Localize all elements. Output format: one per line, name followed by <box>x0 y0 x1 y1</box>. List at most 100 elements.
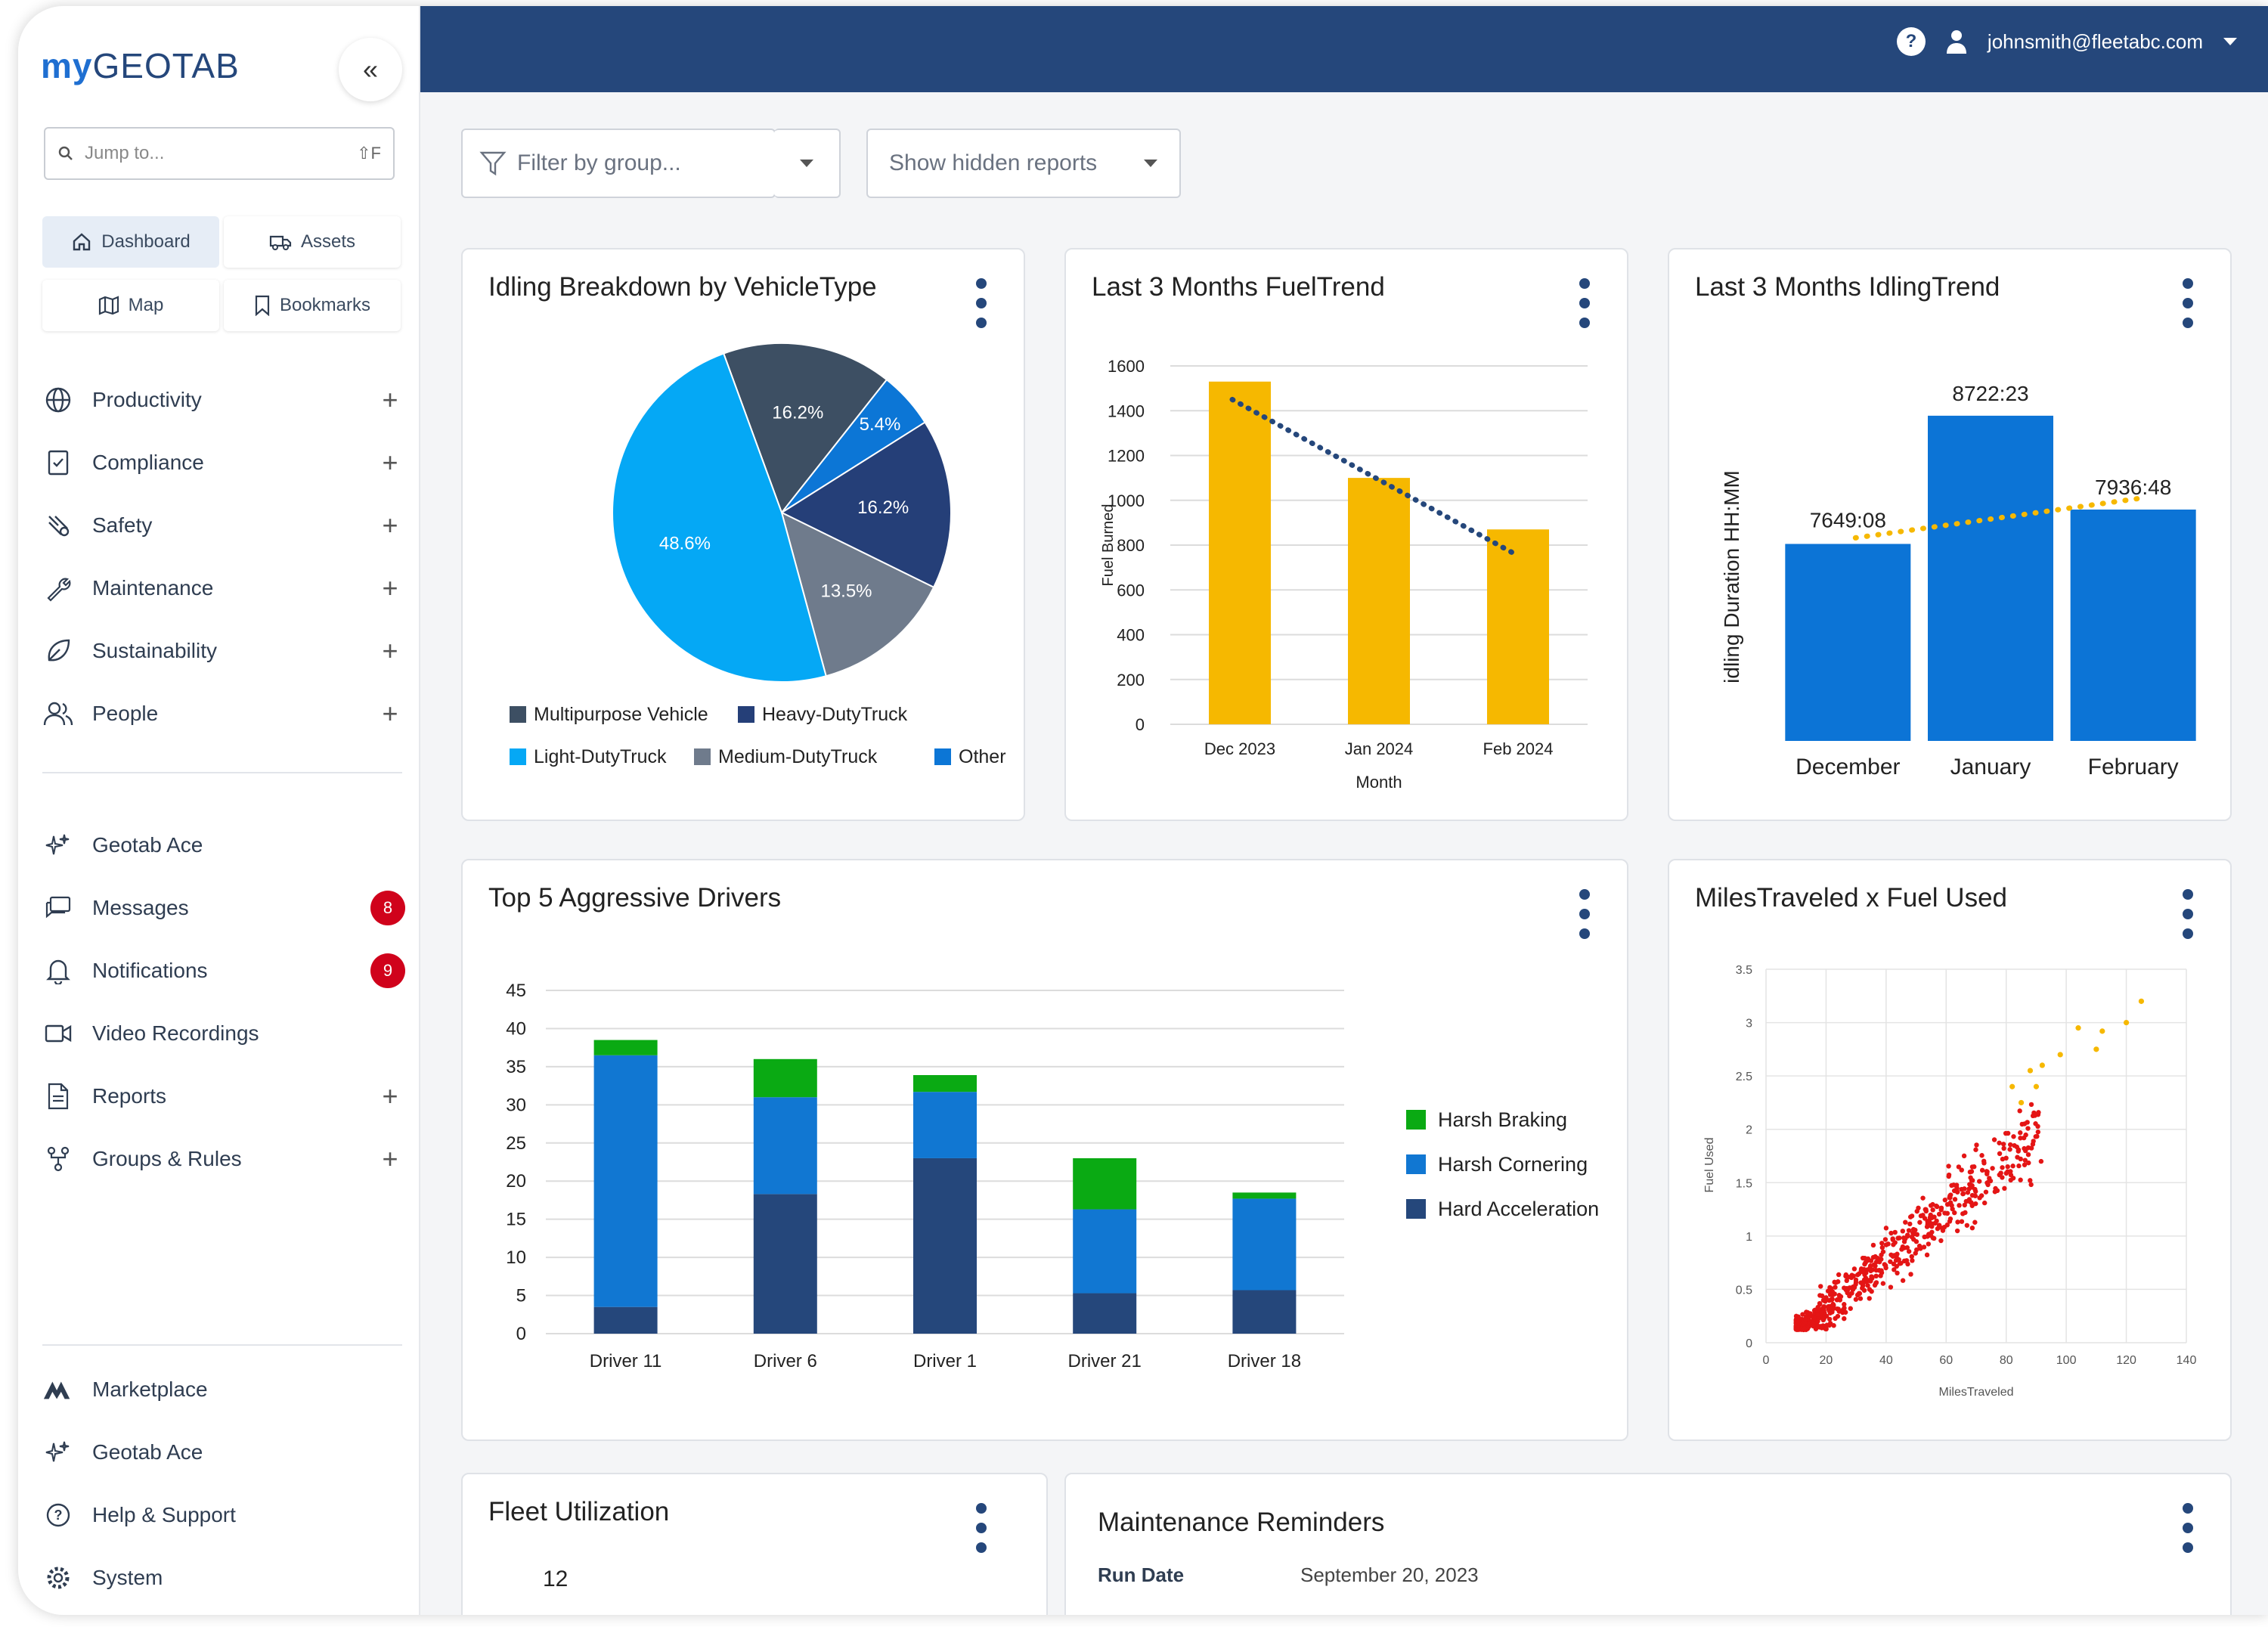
scatter-point <box>2025 1126 2031 1131</box>
scatter-point <box>2005 1130 2011 1136</box>
scatter-point <box>1901 1235 1907 1241</box>
scatter-point <box>1883 1265 1888 1271</box>
expand-icon[interactable]: + <box>382 510 398 541</box>
scatter-point <box>1974 1142 1979 1148</box>
scatter-point <box>1892 1229 1898 1235</box>
group-filter[interactable]: Filter by group... <box>461 129 776 198</box>
double-chevron-left-icon: « <box>362 54 379 85</box>
scatter-point <box>1920 1195 1926 1201</box>
sidebar-item-messages[interactable]: Messages 8 <box>42 885 405 931</box>
legend-swatch <box>510 748 526 765</box>
scatter-point <box>1794 1327 1799 1332</box>
scatter-point <box>1835 1279 1841 1285</box>
sidebar-item-groups-rules[interactable]: Groups & Rules + <box>42 1136 405 1182</box>
sidebar-item-compliance[interactable]: Compliance + <box>42 440 405 485</box>
scatter-point <box>1910 1258 1915 1263</box>
card-menu-icon[interactable] <box>974 1503 989 1553</box>
scatter-point <box>1906 1228 1912 1233</box>
sidebar-item-marketplace[interactable]: Marketplace <box>42 1367 405 1412</box>
scatter-point <box>1960 1191 1966 1197</box>
x-tick-label: 120 <box>2116 1354 2136 1367</box>
miles-fuel-card: MilesTraveled x Fuel Used 0 0.5 1 1.5 2 2.5 3 3… <box>1668 859 2232 1441</box>
scatter-point <box>1940 1228 1946 1233</box>
card-menu-icon[interactable] <box>2180 1503 2195 1553</box>
x-axis-label: Month <box>1356 773 1402 792</box>
data-label: 7936:48 <box>2095 476 2171 499</box>
expand-icon[interactable]: + <box>382 1143 398 1174</box>
sidebar-item-help-support[interactable]: ? Help & Support <box>42 1492 405 1538</box>
logo[interactable]: myGEOTAB <box>41 46 240 85</box>
card-menu-icon[interactable] <box>2180 889 2195 939</box>
sidebar-item-people[interactable]: People + <box>42 691 405 736</box>
expand-icon[interactable]: + <box>382 572 398 603</box>
legend-swatch <box>1406 1154 1426 1174</box>
scatter-point <box>1827 1321 1833 1326</box>
collapse-sidebar-button[interactable]: « <box>339 38 402 101</box>
hidden-reports-select[interactable]: Show hidden reports <box>866 129 1181 198</box>
jump-to-search[interactable]: Jump to... ⇧F <box>44 127 395 180</box>
scatter-point <box>1983 1189 1989 1195</box>
safety-icon <box>42 510 74 541</box>
scatter-point <box>2010 1164 2015 1169</box>
scatter-point <box>1965 1190 1971 1195</box>
card-menu-icon[interactable] <box>1577 278 1592 328</box>
sidebar-item-geotab-ace[interactable]: Geotab Ace <box>42 823 405 868</box>
sidebar-item-geotab-ace-bottom[interactable]: Geotab Ace <box>42 1430 405 1475</box>
sidebar-item-system[interactable]: System <box>42 1555 405 1601</box>
assets-button[interactable]: Assets <box>224 216 401 268</box>
globe-icon <box>42 384 74 416</box>
y-tick-label: 3.5 <box>1736 964 1752 977</box>
sidebar-item-productivity[interactable]: Productivity + <box>42 377 405 423</box>
scatter-point <box>1815 1304 1820 1310</box>
y-axis-label: idling Duration HH:MM <box>1720 470 1743 683</box>
home-icon <box>73 233 91 251</box>
expand-icon[interactable]: + <box>382 1080 398 1111</box>
scatter-point <box>2035 1130 2041 1135</box>
x-tick-label: Driver 6 <box>754 1351 817 1371</box>
group-filter-dropdown[interactable] <box>774 129 841 198</box>
y-tick-label: 0 <box>516 1324 526 1344</box>
help-icon[interactable]: ? <box>1896 27 1926 56</box>
sidebar-item-safety[interactable]: Safety + <box>42 503 405 548</box>
card-menu-icon[interactable] <box>2180 278 2195 328</box>
user-email[interactable]: johnsmith@fleetabc.com <box>1987 29 2203 53</box>
svg-text:?: ? <box>54 1508 63 1523</box>
scatter-point <box>1882 1237 1888 1242</box>
expand-icon[interactable]: + <box>382 635 398 666</box>
expand-icon[interactable]: + <box>382 698 398 729</box>
sidebar-item-sustainability[interactable]: Sustainability + <box>42 628 405 674</box>
user-icon[interactable] <box>1945 29 1968 54</box>
bookmarks-button[interactable]: Bookmarks <box>224 280 401 331</box>
y-tick-label: 1000 <box>1108 491 1145 510</box>
scatter-point <box>1973 1147 1978 1152</box>
scatter-point <box>1917 1219 1923 1225</box>
map-button[interactable]: Map <box>42 280 219 331</box>
dashboard-button[interactable]: Dashboard <box>42 216 219 268</box>
scatter-point <box>2018 1177 2023 1182</box>
scatter-point <box>1836 1293 1842 1298</box>
bar <box>1487 529 1549 724</box>
legend-label: Multipurpose Vehicle <box>534 704 708 725</box>
scatter-point <box>1949 1203 1954 1208</box>
sidebar-item-video-recordings[interactable]: Video Recordings <box>42 1011 405 1056</box>
scatter-point <box>1837 1297 1843 1303</box>
scatter-point-highlight <box>2033 1083 2040 1089</box>
chevron-down-icon[interactable] <box>2223 36 2238 47</box>
card-menu-icon[interactable] <box>1577 889 1592 939</box>
expand-icon[interactable]: + <box>382 384 398 415</box>
sidebar-item-maintenance[interactable]: Maintenance + <box>42 566 405 611</box>
y-tick-label: 30 <box>506 1095 526 1115</box>
scatter-point <box>1969 1164 1975 1170</box>
scatter-point <box>1892 1267 1897 1272</box>
messages-count-badge: 8 <box>370 891 405 925</box>
scatter-point <box>1836 1272 1842 1278</box>
idling-breakdown-card: Idling Breakdown by VehicleType 16.2% 5.4… <box>461 248 1025 821</box>
scatter-point <box>1946 1164 1951 1169</box>
card-menu-icon[interactable] <box>974 278 989 328</box>
scatter-point <box>1849 1291 1854 1296</box>
sidebar-item-notifications[interactable]: Notifications 9 <box>42 948 405 993</box>
sidebar-item-reports[interactable]: Reports + <box>42 1074 405 1119</box>
divider <box>42 772 402 773</box>
expand-icon[interactable]: + <box>382 447 398 478</box>
scatter-point <box>1950 1182 1957 1188</box>
